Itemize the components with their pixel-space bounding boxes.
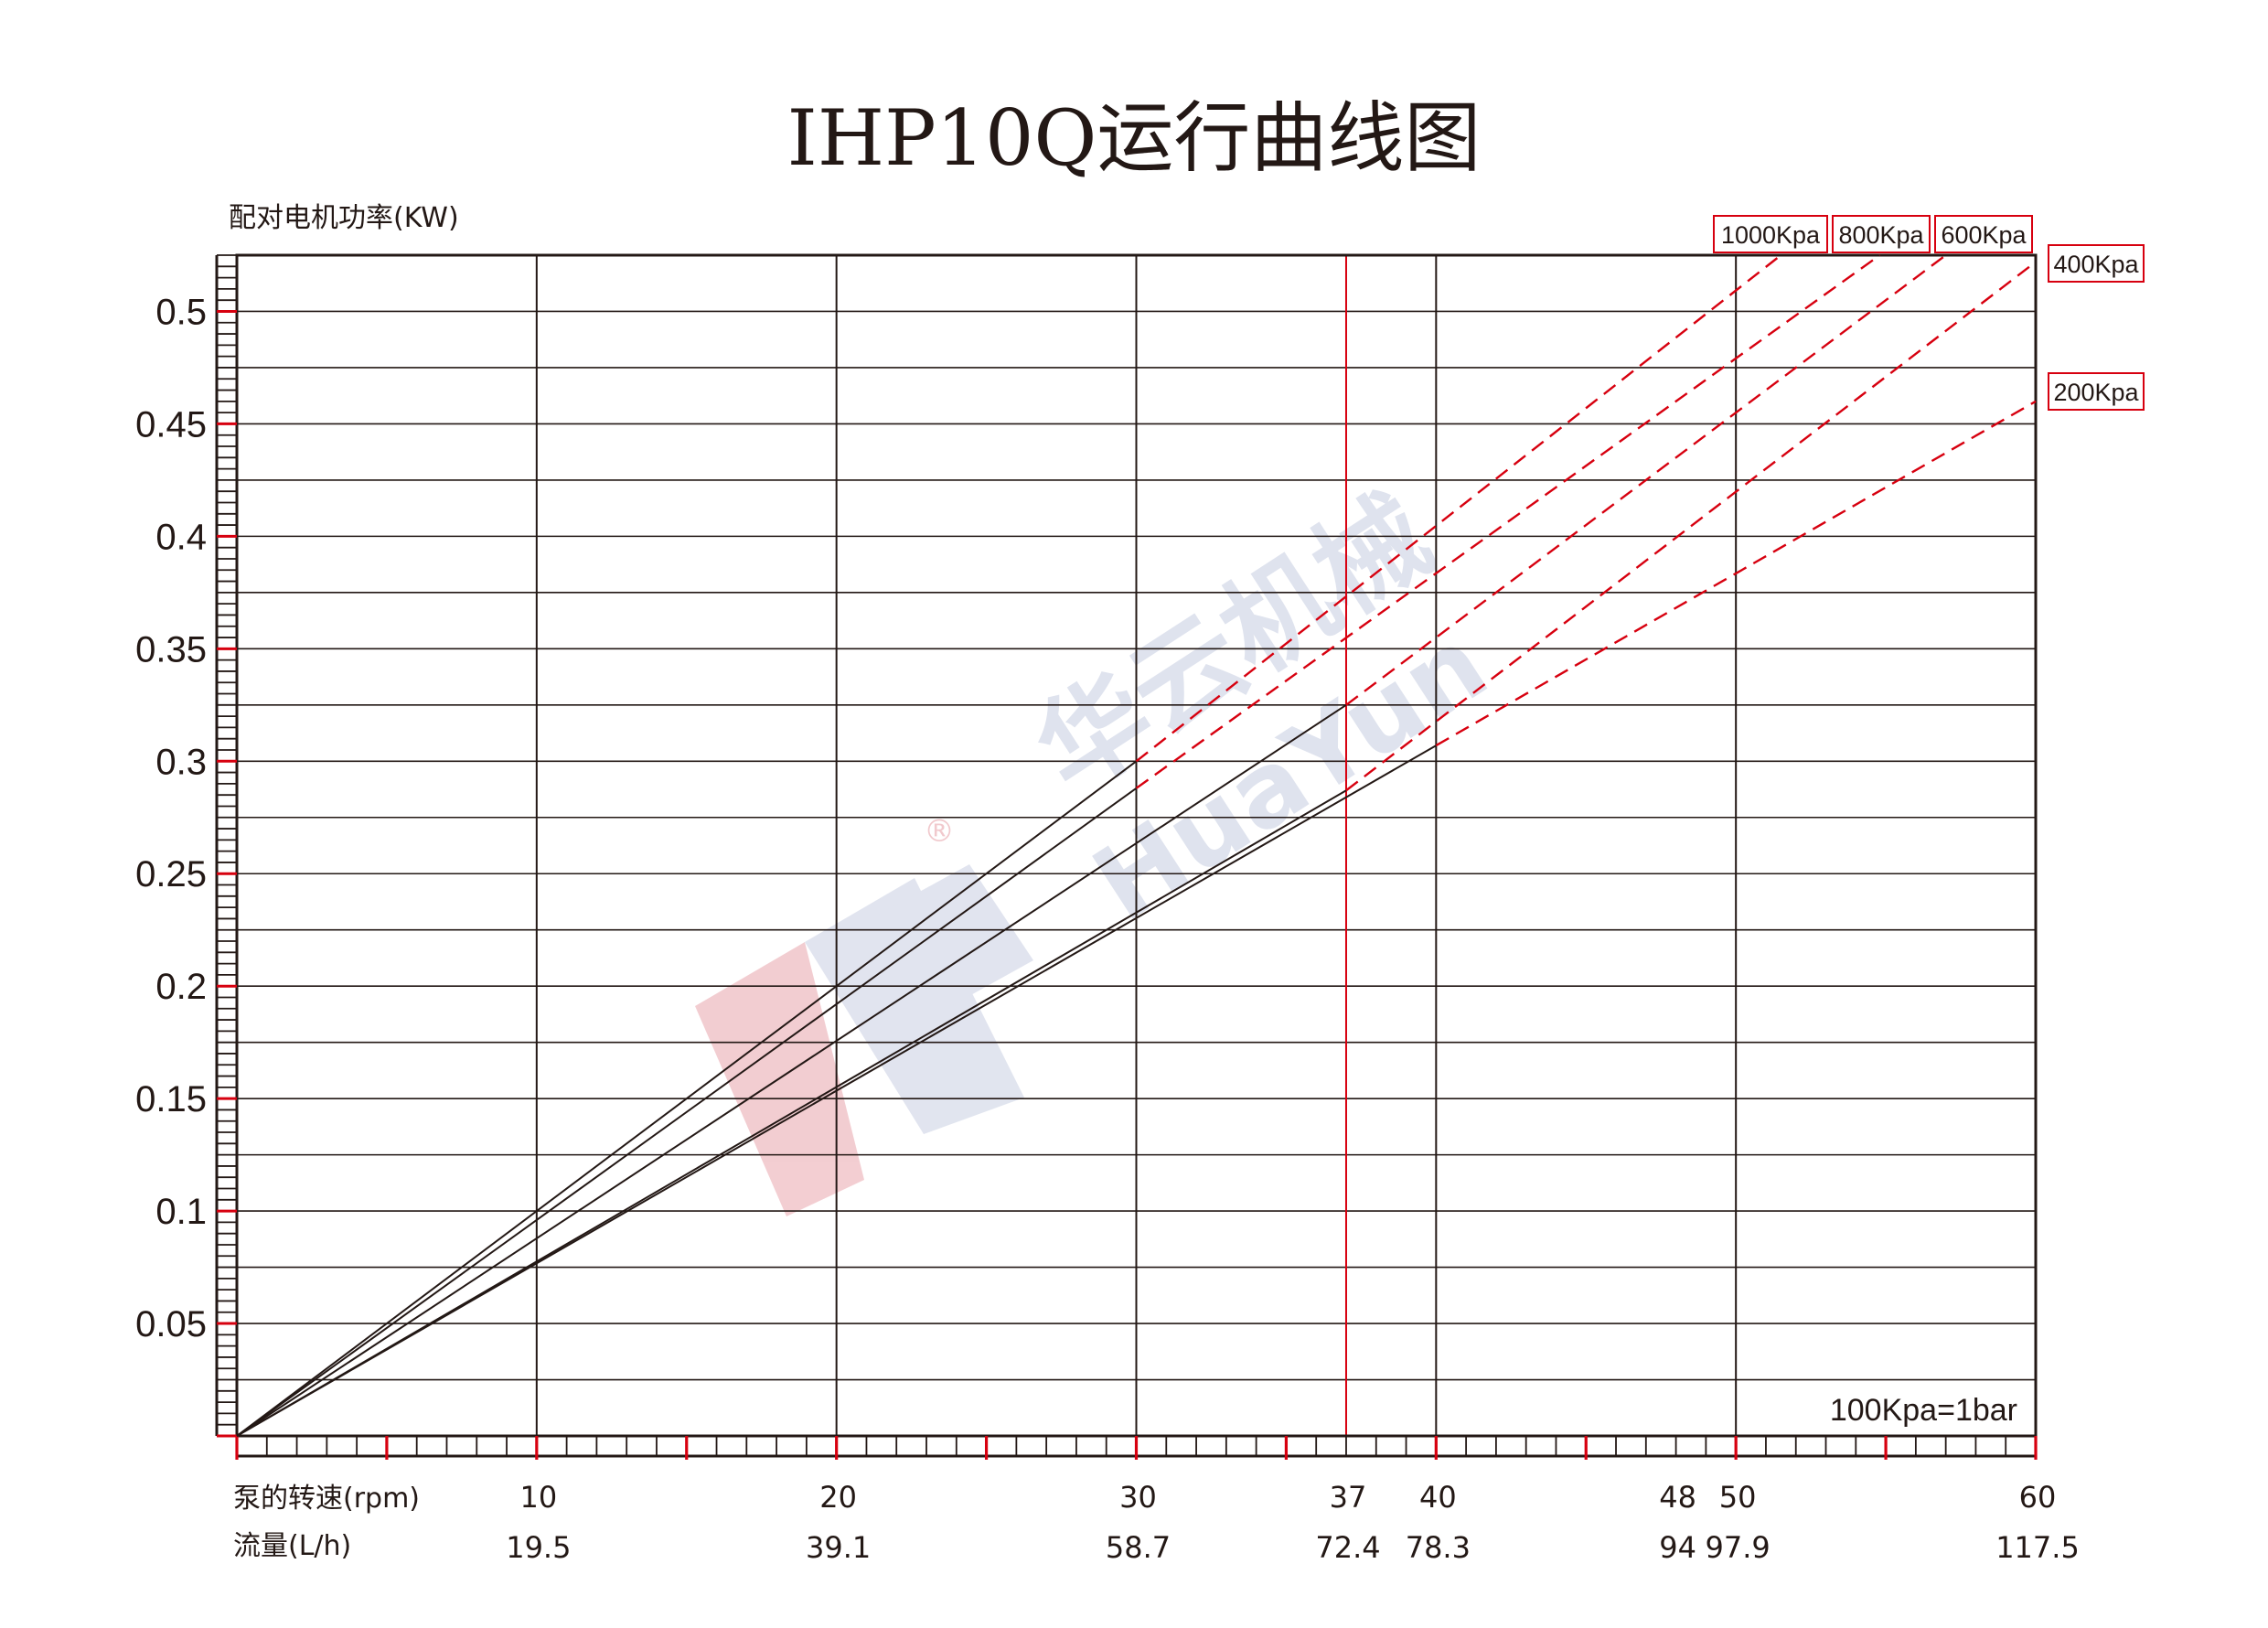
x-tick-label-rpm: 50 [1719,1480,1757,1515]
x-tick-label-flow: 19.5 [506,1530,571,1565]
series-dashed-200Kpa [1435,400,2037,747]
x-axis-title-flow: 流量(L/h) [233,1530,351,1562]
y-tick-label: 0.1 [155,1192,207,1232]
watermark-registered-mark: ® [924,813,955,850]
series-lines [236,254,2037,1437]
y-tick-label: 0.45 [135,404,207,444]
unit-note: 100Kpa=1bar [1830,1393,2017,1428]
watermark-logo-blue-top [878,864,1033,1006]
legend-text-200Kpa: 200Kpa [2053,379,2139,406]
x-tick-label-rpm: 30 [1119,1480,1157,1515]
y-axis-title: 配对电机功率(KW) [229,202,459,234]
y-tick-label: 0.35 [135,629,207,669]
chart-title: IHP10Q运行曲线图 [787,93,1482,183]
x-tick-label-rpm: 40 [1419,1480,1457,1515]
x-tick-label-rpm: 10 [519,1480,557,1515]
series-solid-1000Kpa [236,760,1138,1437]
y-tick-label: 0.4 [155,517,207,557]
x-tick-label-rpm: 48 [1659,1480,1696,1515]
x-tick-label-flow: 72.4 [1315,1530,1380,1565]
series-solid-200Kpa [236,744,1437,1437]
x-tick-label-rpm: 60 [2019,1480,2057,1515]
y-tick-label: 0.15 [135,1079,207,1119]
y-tick-label: 0.3 [155,742,207,782]
legend-box-400Kpa [2048,244,2145,283]
legend-text-600Kpa: 600Kpa [1941,221,2027,249]
x-tick-label-flow: 97.9 [1706,1530,1771,1565]
x-tick-label-flow: 78.3 [1406,1530,1471,1565]
x-axis-title-rpm: 泵的转速(rpm) [233,1483,420,1515]
legend-box-600Kpa [1934,215,2033,253]
legend-box-800Kpa [1832,215,1931,253]
legend-label-600Kpa: 600Kpa [1934,215,2033,253]
y-tick-label: 0.2 [155,967,207,1007]
legend-box-1000Kpa [1713,215,1828,253]
x-tick-label-flow: 117.5 [1995,1530,2080,1565]
series-dashed-600Kpa [1345,254,1947,706]
series-dashed-400Kpa [1345,261,2037,792]
series-dashed-800Kpa [1135,254,1881,789]
series-solid-600Kpa [236,703,1347,1437]
y-tick-label: 0.05 [135,1304,207,1344]
legend-box-200Kpa [2048,372,2145,411]
y-tick-label: 0.25 [135,854,207,894]
x-tick-label-flow: 58.7 [1106,1530,1171,1565]
axis-ticks [215,254,2038,1460]
legend-text-800Kpa: 800Kpa [1838,221,1924,249]
watermark-logo-blue-stroke [805,878,1024,1134]
x-tick-label-rpm: 20 [819,1480,857,1515]
legend-text-1000Kpa: 1000Kpa [1721,221,1821,249]
legend-text-400Kpa: 400Kpa [2053,251,2139,278]
watermark-logo [695,864,1033,1216]
series-solid-400Kpa [236,789,1347,1437]
y-tick-label: 0.5 [155,292,207,332]
x-tick-label-rpm: 37 [1330,1480,1367,1515]
series-solid-800Kpa [236,787,1138,1437]
legend-label-800Kpa: 800Kpa [1832,215,1931,253]
legend-label-200Kpa: 200Kpa [2048,372,2145,411]
legend-label-400Kpa: 400Kpa [2048,244,2145,283]
legend-label-1000Kpa: 1000Kpa [1713,215,1828,253]
x-tick-label-flow: 39.1 [806,1530,871,1565]
x-tick-label-flow: 94 [1659,1530,1696,1565]
